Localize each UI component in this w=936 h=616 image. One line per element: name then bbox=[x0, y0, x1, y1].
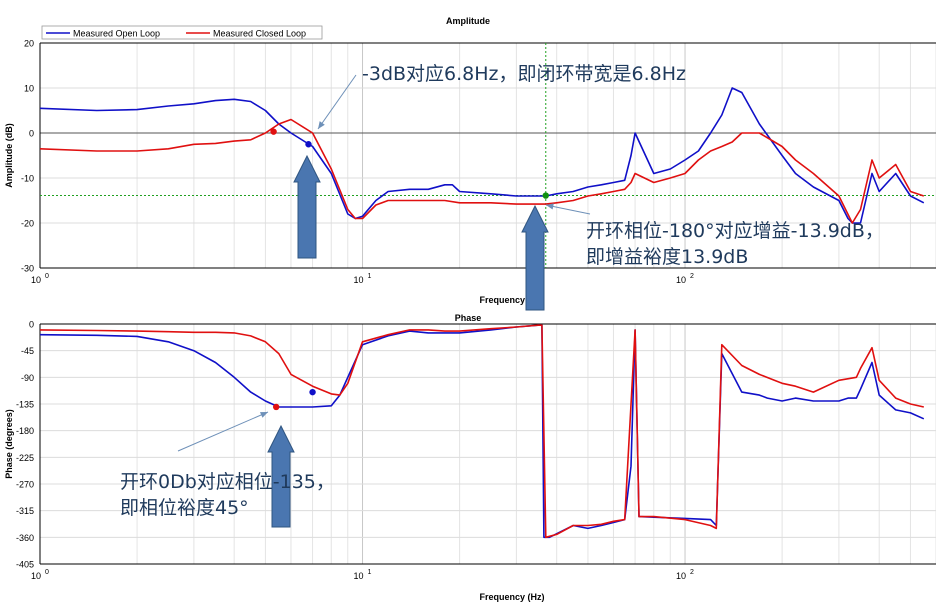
x-tick-exponent: 1 bbox=[368, 569, 372, 576]
y-tick-label: -90 bbox=[21, 373, 34, 383]
phase-margin-annotation-line2: 即相位裕度45° bbox=[120, 497, 249, 519]
measured-closed-loop-line bbox=[39, 118, 925, 224]
legend-entry: Measured Open Loop bbox=[73, 29, 160, 39]
pointer-line bbox=[317, 74, 357, 130]
legend: Measured Open Loop Measured Closed Loop bbox=[41, 25, 323, 40]
y-axis-label: Amplitude (dB) bbox=[4, 123, 14, 188]
chart-title: Phase bbox=[455, 313, 482, 323]
x-tick-label: 10 bbox=[354, 275, 364, 285]
y-tick-label: -45 bbox=[21, 346, 34, 356]
y-tick-label: -10 bbox=[21, 174, 34, 184]
gain-margin-annotation-line1: 开环相位-180°对应增益-13.9dB， bbox=[586, 220, 884, 242]
y-tick-label: -20 bbox=[21, 219, 34, 229]
x-axis-label: Frequency (Hz) bbox=[479, 295, 544, 305]
x-tick-exponent: 2 bbox=[690, 273, 694, 280]
data-marker bbox=[305, 141, 312, 148]
bandwidth-annotation: -3dB对应6.8Hz，即闭环带宽是6.8Hz bbox=[362, 63, 686, 85]
y-tick-label: -270 bbox=[16, 480, 34, 490]
y-tick-label: 10 bbox=[24, 84, 34, 94]
legend-entry: Measured Closed Loop bbox=[213, 29, 306, 39]
measured-closed-loop-line bbox=[39, 324, 924, 539]
x-tick-label: 10 bbox=[676, 275, 686, 285]
up-arrow-gain-margin bbox=[521, 204, 549, 311]
y-tick-label: 0 bbox=[29, 129, 34, 139]
phase-margin-annotation-line1: 开环0Db对应相位-135， bbox=[120, 471, 335, 493]
gain-margin-annotation-line2: 即增益裕度13.9dB bbox=[586, 246, 749, 268]
x-tick-exponent: 0 bbox=[45, 569, 49, 576]
data-marker bbox=[273, 403, 280, 411]
y-tick-label: -180 bbox=[16, 426, 34, 436]
legend-box bbox=[41, 25, 323, 40]
y-tick-label: 0 bbox=[29, 320, 34, 330]
data-marker bbox=[270, 128, 277, 135]
y-tick-label: -405 bbox=[16, 560, 34, 570]
pointer-head bbox=[260, 412, 268, 418]
x-tick-label: 10 bbox=[676, 571, 686, 581]
plot-area bbox=[40, 43, 936, 268]
pointer-gain-margin bbox=[545, 203, 591, 215]
pointer-head bbox=[318, 121, 325, 129]
pointer-bandwidth bbox=[317, 74, 357, 130]
measured-open-loop-line bbox=[39, 87, 925, 224]
y-tick-label: -225 bbox=[16, 453, 34, 463]
pointer-head bbox=[546, 203, 554, 210]
data-marker bbox=[542, 192, 549, 199]
pointer-line bbox=[545, 204, 591, 215]
x-tick-exponent: 1 bbox=[368, 273, 372, 280]
up-arrow-bandwidth bbox=[293, 154, 321, 259]
y-tick-label: -30 bbox=[21, 264, 34, 274]
annotation-arrows bbox=[177, 74, 591, 528]
data-marker bbox=[309, 388, 316, 396]
y-tick-label: -360 bbox=[16, 533, 34, 543]
x-tick-label: 10 bbox=[31, 571, 41, 581]
pointer-phase-margin bbox=[177, 411, 269, 452]
y-tick-label: -315 bbox=[16, 506, 34, 516]
plot-area bbox=[40, 324, 936, 564]
x-tick-label: 10 bbox=[31, 275, 41, 285]
pointer-line bbox=[177, 411, 269, 452]
up-arrow-phase-margin bbox=[267, 424, 295, 528]
y-tick-label: -135 bbox=[16, 400, 34, 410]
y-axis-label: Phase (degrees) bbox=[4, 409, 14, 479]
x-tick-exponent: 2 bbox=[690, 569, 694, 576]
x-tick-exponent: 0 bbox=[45, 273, 49, 280]
x-axis-label: Frequency (Hz) bbox=[479, 592, 544, 602]
chart-title: Amplitude bbox=[446, 16, 490, 26]
y-tick-label: 20 bbox=[24, 39, 34, 49]
x-tick-label: 10 bbox=[354, 571, 364, 581]
